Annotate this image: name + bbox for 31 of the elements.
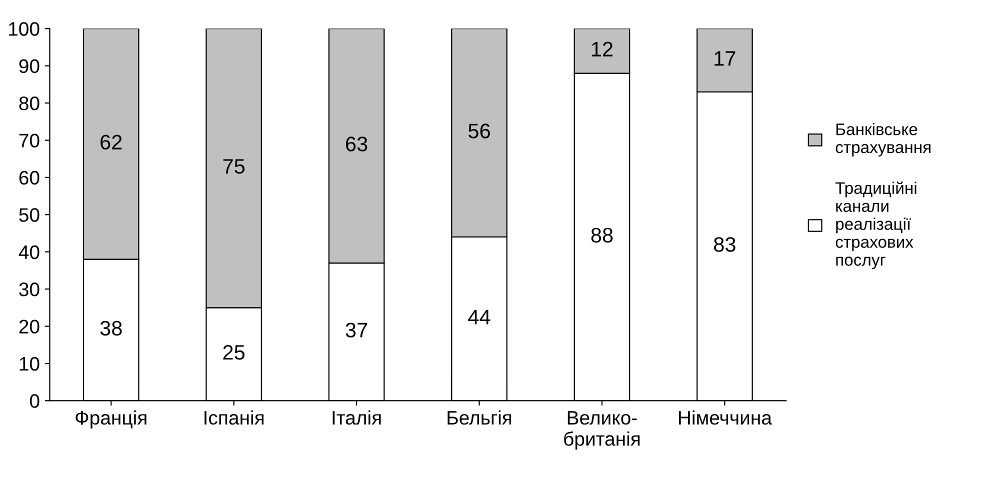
data-label: 44 [468,310,490,324]
data-label: 12 [592,42,613,56]
y-tick-label: 10 [20,356,40,371]
y-tick-label: 20 [19,320,40,334]
data-label: 75 [223,159,245,174]
x-tick-label: Італія [332,410,381,425]
y-tick-label: 0 [30,394,40,408]
data-label: 63 [346,136,368,152]
legend-label: Традиційні канали реалізації страхових послуг [835,181,916,270]
y-tick-label: 90 [19,59,40,74]
x-tick-label: Франція [76,410,146,429]
y-tick-label: 40 [18,245,40,260]
x-tick-label: Іспанія [204,410,264,425]
data-label: 62 [100,134,122,150]
x-tick-label: Німеччина [679,410,772,425]
data-label: 37 [346,322,368,338]
data-label: 56 [468,124,490,138]
data-label: 83 [714,237,736,252]
y-tick-label: 80 [19,96,40,110]
data-label: 88 [591,228,613,243]
x-tick-label: Велико- британія [564,411,640,450]
data-label: 17 [714,51,736,66]
data-label: 25 [223,345,245,360]
y-tick-label: 100 [9,22,40,36]
data-label: 38 [100,320,122,336]
legend-label: Банківське страхування [836,122,930,156]
y-tick-label: 60 [19,170,40,185]
y-tick-label: 50 [19,208,40,222]
x-tick-label: Бельгія [448,410,512,425]
y-tick-label: 70 [19,134,40,148]
y-tick-label: 30 [19,282,40,296]
